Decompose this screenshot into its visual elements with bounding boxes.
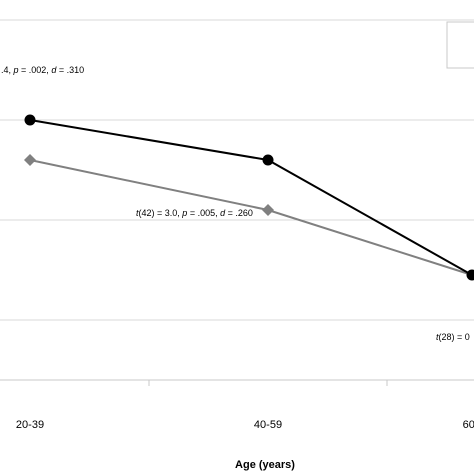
x-axis-title: Age (years) [235, 459, 295, 471]
data-point [24, 114, 36, 126]
x-axis-ticks: 20-39 40-59 60+ [16, 380, 474, 431]
series-line-1 [29, 119, 473, 276]
data-point [24, 154, 36, 166]
x-tick-label: 20-39 [16, 419, 44, 431]
x-tick-label: 60+ [463, 419, 474, 431]
data-point [466, 269, 474, 281]
annotation-label: .4, p = .002, d = .310 [1, 65, 84, 75]
series-layer [24, 114, 474, 281]
x-tick-label: 40-59 [254, 419, 282, 431]
annotation-label: t(28) = 0 [436, 332, 470, 342]
legend-box [446, 21, 474, 69]
annotations: .4, p = .002, d = .310 t(42) = 3.0, p = .… [1, 65, 470, 342]
annotation-label: t(42) = 3.0, p = .005, d = .260 [136, 208, 253, 218]
data-point [262, 154, 274, 166]
data-point [262, 204, 274, 216]
gridlines [0, 19, 474, 321]
